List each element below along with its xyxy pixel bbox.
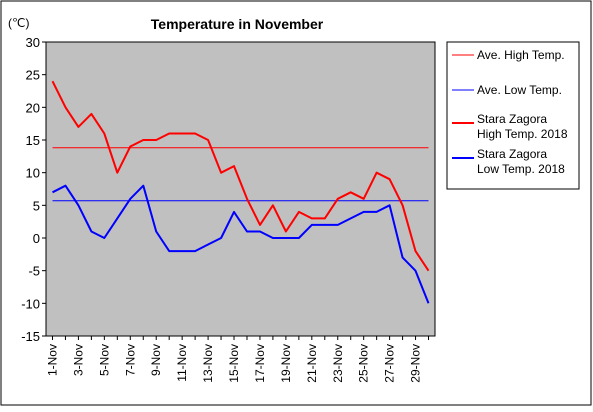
legend-label-1: Ave. High Temp.	[477, 48, 565, 62]
y-axis: 30 25 20 15 10 5 0 -5 -10 -15	[21, 35, 46, 344]
series-line-3	[51, 80, 430, 272]
legend-label-3: Stara Zagora High Temp. 2018	[477, 112, 568, 141]
x-tick-label: 17-Nov	[253, 344, 267, 383]
y-tick-label: 20	[26, 100, 40, 115]
x-tick-label: 21-Nov	[305, 344, 319, 383]
series-line-4	[52, 184, 430, 304]
y-tick-label: -15	[21, 329, 40, 344]
legend: Ave. High Temp. Ave. Low Temp. Stara Zagor…	[452, 48, 568, 176]
x-tick-label: 23-Nov	[331, 344, 345, 383]
x-tick-label: 9-Nov	[149, 344, 163, 376]
x-tick-label: 13-Nov	[201, 344, 215, 383]
legend-label-4: Stara Zagora Low Temp. 2018	[477, 147, 565, 176]
x-tick-label: 1-Nov	[45, 344, 59, 376]
x-tick-label: 3-Nov	[71, 344, 85, 376]
y-tick-label: 25	[26, 68, 40, 83]
y-tick-label: -5	[28, 264, 40, 279]
legend-label-2: Ave. Low Temp.	[477, 83, 562, 97]
y-tick-label: 0	[33, 231, 40, 246]
x-tick-label: 5-Nov	[97, 344, 111, 376]
x-axis: 1-Nov 3-Nov 5-Nov 7-Nov 9-Nov 11-Nov 13-Nov 15-…	[45, 336, 430, 383]
y-axis-unit-label: (℃)	[8, 16, 29, 30]
x-tick-label: 15-Nov	[227, 344, 241, 383]
y-tick-label: 30	[26, 35, 40, 50]
x-tick-label: 29-Nov	[409, 344, 423, 383]
x-tick-label: 25-Nov	[357, 344, 371, 383]
plot-area	[45, 41, 436, 337]
x-tick-label: 7-Nov	[123, 344, 137, 376]
x-tick-label: 27-Nov	[383, 344, 397, 383]
x-tick-label: 11-Nov	[175, 344, 189, 382]
legend-box	[446, 41, 580, 190]
x-tick-label: 19-Nov	[279, 344, 293, 383]
y-tick-label: 5	[33, 198, 40, 213]
y-tick-label: 10	[26, 166, 40, 181]
series-layer	[51, 80, 430, 304]
y-tick-label: 15	[26, 133, 40, 148]
chart-title: Temperature in November	[151, 16, 324, 32]
y-tick-label: -10	[21, 296, 40, 311]
